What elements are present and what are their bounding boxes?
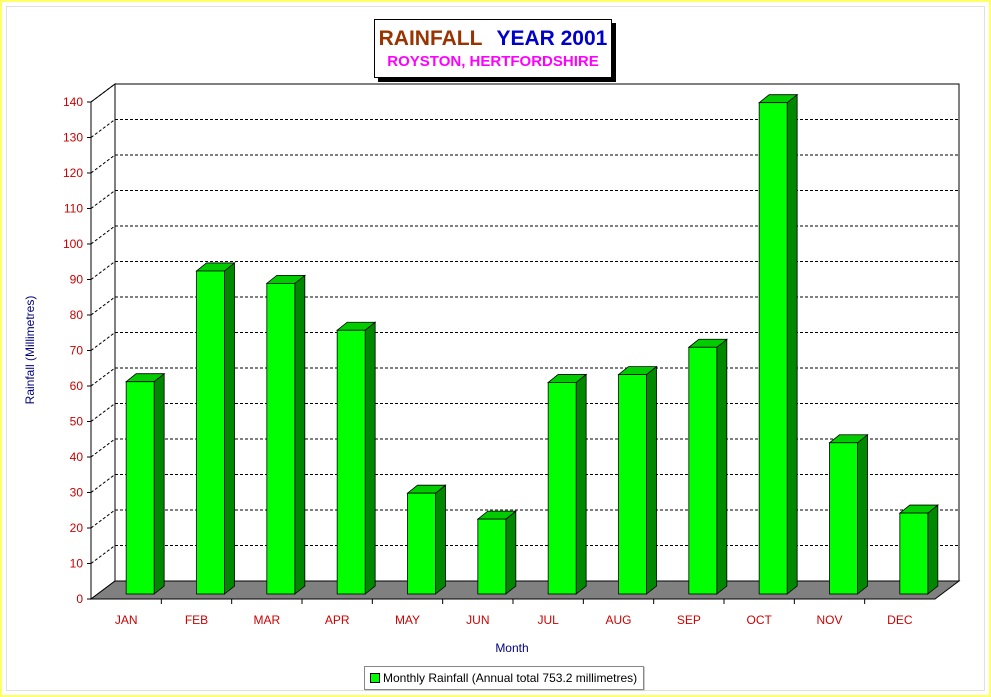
y-tick-label: 80 xyxy=(70,308,84,322)
bar-side xyxy=(575,373,587,595)
bar-aug xyxy=(617,365,658,595)
grid-line-side xyxy=(90,474,116,493)
grid-line-side xyxy=(90,332,116,351)
grid-line-side xyxy=(90,190,116,209)
y-tick-label: 40 xyxy=(70,450,84,464)
x-tick-label: AUG xyxy=(605,613,631,627)
chart-title-box: RAINFALL YEAR 2001 ROYSTON, HERTFORDSHIRE xyxy=(374,19,612,78)
bars xyxy=(125,93,939,595)
bar-side xyxy=(716,338,728,595)
y-axis-title: Rainfall (Millimetres) xyxy=(23,296,37,405)
y-tick-label: 60 xyxy=(70,379,84,393)
grid-line-side xyxy=(90,83,116,103)
x-tick-label: OCT xyxy=(746,613,772,627)
bar-oct xyxy=(758,93,799,595)
grid-line-side xyxy=(90,438,116,458)
bar-dec xyxy=(898,504,939,595)
bar-side xyxy=(927,504,939,595)
y-tick-labels: 0 10 20 30 40 50 60 70 80 90 100 110 120 130 140 xyxy=(63,95,83,606)
x-tick-label: MAR xyxy=(253,613,280,627)
x-tick-label: JUL xyxy=(537,613,559,627)
bar-side xyxy=(786,93,798,595)
bar-apr xyxy=(336,321,377,595)
legend-swatch xyxy=(370,673,380,683)
x-tick-label: MAY xyxy=(395,613,420,627)
axes xyxy=(87,101,935,604)
grid-line-side xyxy=(90,225,116,245)
bar-feb xyxy=(195,262,236,595)
title-rainfall: RAINFALL xyxy=(378,27,483,50)
bar-jan xyxy=(125,372,166,595)
y-tick-label: 110 xyxy=(64,202,83,216)
chart-subtitle: ROYSTON, HERTFORDSHIRE xyxy=(387,53,599,70)
bar-front xyxy=(618,374,647,595)
y-tick-label: 20 xyxy=(70,521,84,535)
x-tick-label: JAN xyxy=(115,613,138,627)
grid-line-side xyxy=(90,296,116,316)
bar-sep xyxy=(687,338,728,595)
bar-front xyxy=(125,381,155,595)
bar-front xyxy=(477,518,507,595)
bar-nov xyxy=(828,433,869,595)
bar-may xyxy=(406,484,447,595)
grid-line-side xyxy=(90,261,116,280)
grid-line-side xyxy=(90,403,116,422)
x-tick-label: JUN xyxy=(466,613,489,627)
bar-side xyxy=(857,433,868,595)
grid-lines xyxy=(90,83,959,564)
bar-side xyxy=(224,262,235,595)
bar-front xyxy=(266,282,296,595)
y-tick-label: 0 xyxy=(76,592,83,606)
bar-side xyxy=(153,372,165,595)
x-tick-label: DEC xyxy=(887,613,913,627)
y-tick-label: 120 xyxy=(63,166,83,180)
bar-side xyxy=(646,365,657,595)
x-tick-label: FEB xyxy=(185,613,208,627)
grid-line-side xyxy=(90,367,116,387)
y-tick-label: 130 xyxy=(63,131,83,145)
x-tick-label: NOV xyxy=(816,613,842,627)
bar-jul xyxy=(547,373,588,595)
x-tick-label: SEP xyxy=(677,613,701,627)
bar-side xyxy=(364,321,376,595)
bar-front xyxy=(547,382,577,595)
x-tick-label: APR xyxy=(325,613,350,627)
bar-jun xyxy=(476,510,517,595)
bar-front xyxy=(758,102,788,595)
y-tick-label: 30 xyxy=(70,486,84,500)
bar-mar xyxy=(265,274,306,595)
legend: Monthly Rainfall (Annual total 753.2 mil… xyxy=(364,666,645,690)
bar-side xyxy=(435,484,446,595)
grid-line-side xyxy=(90,154,116,174)
bar-front xyxy=(688,346,718,595)
bar-front xyxy=(196,270,225,595)
title-year: YEAR 2001 xyxy=(496,27,608,50)
y-tick-label: 50 xyxy=(70,415,84,429)
chart-title: RAINFALL YEAR 2001 xyxy=(375,27,611,51)
y-tick-label: 10 xyxy=(70,557,84,571)
bar-front xyxy=(899,512,929,595)
grid-line-side xyxy=(90,545,116,564)
bar-front xyxy=(829,442,858,595)
grid-line-side xyxy=(90,119,116,138)
grid-line-side xyxy=(90,509,116,529)
bar-front xyxy=(336,329,366,595)
y-tick-label: 70 xyxy=(70,344,84,358)
x-tick-labels: JAN FEB MAR APR MAY JUN JUL AUG SEP OCT NOV DEC xyxy=(115,613,913,627)
y-tick-label: 100 xyxy=(63,237,83,251)
y-tick-label: 140 xyxy=(63,95,83,109)
bar-side xyxy=(294,274,306,595)
legend-label: Monthly Rainfall (Annual total 753.2 mil… xyxy=(383,671,638,685)
y-tick-label: 90 xyxy=(70,273,84,287)
bar-front xyxy=(407,492,436,595)
x-axis-title: Month xyxy=(495,641,528,655)
bar-side xyxy=(505,510,517,595)
